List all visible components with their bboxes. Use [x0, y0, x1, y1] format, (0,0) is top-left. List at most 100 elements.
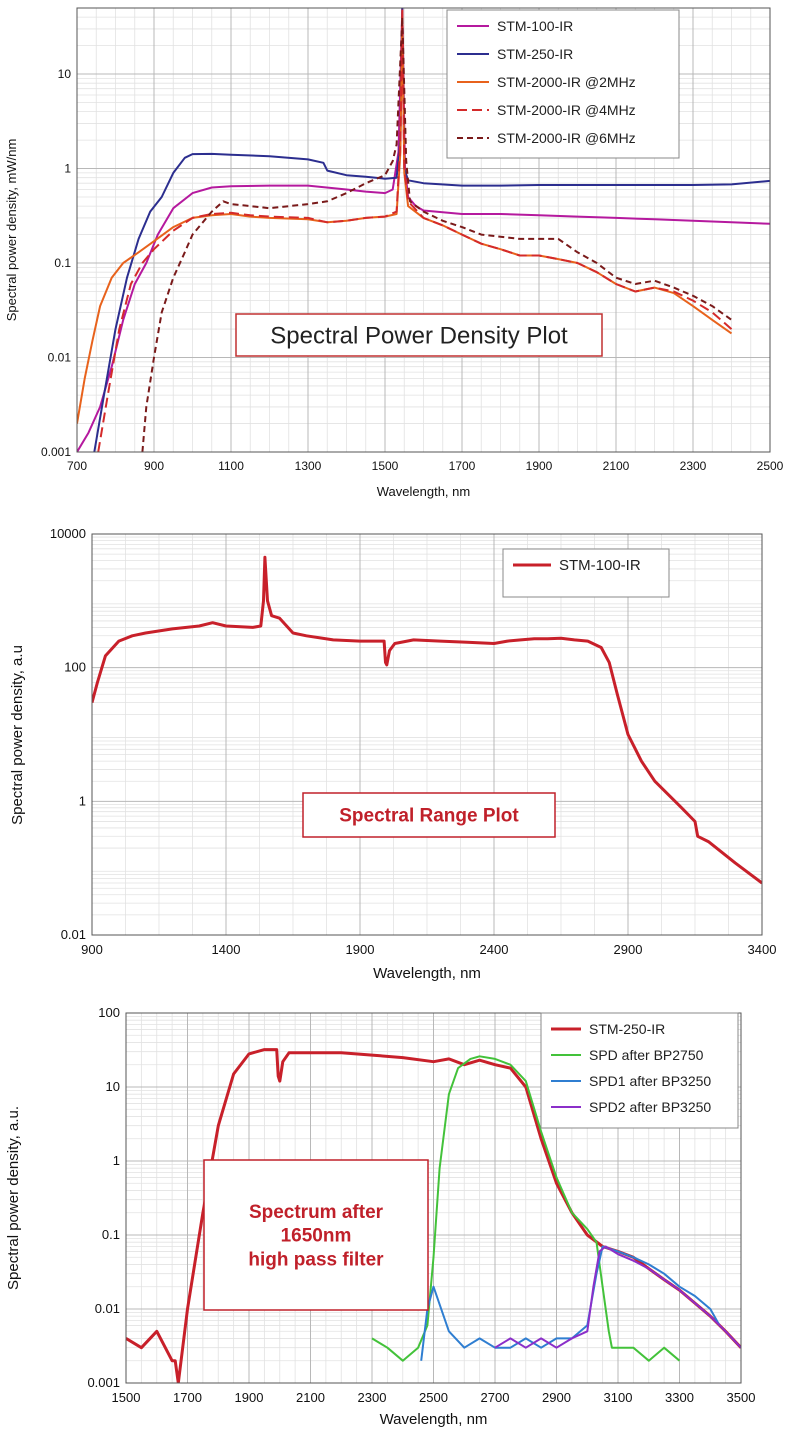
x-tick-label: 900 — [144, 459, 164, 473]
x-tick-label: 3100 — [604, 1390, 633, 1405]
x-tick-label: 3300 — [665, 1390, 694, 1405]
x-tick-label: 1700 — [449, 459, 476, 473]
series-group — [126, 1048, 741, 1383]
annotation-box — [203, 1159, 429, 1311]
y-tick-label: 1 — [64, 162, 71, 176]
x-tick-label: 2100 — [603, 459, 630, 473]
legend-entry-label: SPD2 after BP3250 — [589, 1099, 711, 1115]
x-axis-label: Wavelength, nm — [377, 484, 470, 499]
annotation-box — [302, 792, 556, 838]
plot-frame — [91, 533, 763, 936]
legend-entry-label: SPD after BP2750 — [589, 1047, 704, 1063]
x-tick-label: 1500 — [372, 459, 399, 473]
x-tick-label: 3400 — [748, 942, 777, 957]
y-tick-label: 0.1 — [54, 256, 71, 270]
x-tick-label: 2500 — [757, 459, 784, 473]
x-tick-label: 2100 — [296, 1390, 325, 1405]
x-tick-label: 2900 — [542, 1390, 571, 1405]
annotation-line: Spectral Power Density Plot — [270, 322, 568, 349]
y-tick-labels: 0.001 0.01 0.1 1 10 — [41, 67, 71, 459]
series-line-2 — [93, 8, 770, 452]
y-tick-label: 0.01 — [95, 1301, 120, 1316]
x-tick-label: 1400 — [212, 942, 241, 957]
y-tick-label: 1 — [113, 1153, 120, 1168]
y-tick-label: 0.001 — [41, 445, 71, 459]
x-tick-label: 2300 — [358, 1390, 387, 1405]
legend-box — [502, 548, 670, 598]
annotation-line: Spectrum after — [249, 1202, 384, 1223]
y-tick-label: 10 — [58, 67, 72, 81]
y-tick-label: 0.001 — [87, 1375, 120, 1390]
x-tick-label: 1900 — [346, 942, 375, 957]
x-tick-label: 1500 — [112, 1390, 141, 1405]
legend-entry-label: STM-2000-IR @6MHz — [497, 130, 636, 146]
y-axis-label: Spectral power density, a.u — [9, 645, 26, 825]
x-tick-label: 2900 — [614, 942, 643, 957]
x-tick-label: 1900 — [235, 1390, 264, 1405]
legend-entry-label: STM-2000-IR @4MHz — [497, 102, 636, 118]
legend-entry-label: STM-2000-IR @2MHz — [497, 74, 636, 90]
spectral-power-density-chart: 0.001 0.01 0.1 1 10 700 900 1100 1300 1500 1700 190… — [4, 7, 784, 499]
x-tick-label: 1700 — [173, 1390, 202, 1405]
annotation-box — [235, 313, 603, 357]
x-tick-label: 2500 — [419, 1390, 448, 1405]
annotation-text: Spectrum after 1650nm high pass filter — [248, 1202, 384, 1271]
x-tick-label: 1100 — [218, 459, 244, 473]
legend-entry-label: STM-250-IR — [589, 1021, 665, 1037]
x-tick-labels: 900 1400 1900 2400 2900 3400 — [81, 942, 776, 957]
series-line-1 — [77, 8, 770, 452]
plot-annotation: Spectrum after 1650nm high pass filter — [203, 1159, 429, 1311]
x-tick-label: 2300 — [680, 459, 707, 473]
x-tick-label: 1900 — [526, 459, 553, 473]
legend: STM-250-IR SPD after BP2750 SPD1 after BP3… — [540, 1012, 739, 1129]
plot-frame — [76, 7, 771, 453]
x-tick-label: 700 — [67, 459, 87, 473]
y-tick-label: 0.01 — [48, 351, 72, 365]
series-group — [92, 555, 762, 885]
legend-entry-label: SPD1 after BP3250 — [589, 1073, 711, 1089]
spectrum-high-pass-chart: 0.001 0.01 0.1 1 10 100 1500 1700 1900 2100 2300 25… — [5, 1005, 755, 1428]
x-tick-label: 2700 — [481, 1390, 510, 1405]
spectral-range-chart: 0.01 1 100 10000 900 1400 1900 2400 2900 3400 Wave… — [9, 526, 776, 982]
annotation-text: Spectral Range Plot — [339, 806, 519, 827]
series-line-4 — [494, 1245, 741, 1349]
x-axis-label: Wavelength, nm — [373, 965, 481, 982]
plot-annotation: Spectral Power Density Plot — [235, 313, 603, 357]
legend: STM-100-IR — [502, 548, 670, 598]
series-line-4 — [97, 8, 733, 452]
x-tick-label: 3500 — [727, 1390, 756, 1405]
legend-box — [446, 9, 680, 159]
y-tick-labels: 0.001 0.01 0.1 1 10 100 — [87, 1005, 120, 1390]
series-group — [77, 8, 770, 452]
x-tick-labels: 1500 1700 1900 2100 2300 2500 2700 2900 3100 3300… — [112, 1390, 756, 1405]
annotation-text: Spectral Power Density Plot — [270, 322, 568, 349]
y-tick-label: 100 — [98, 1005, 120, 1020]
y-tick-label: 0.1 — [102, 1227, 120, 1242]
y-tick-label: 1 — [79, 793, 86, 808]
y-tick-label: 10000 — [50, 526, 86, 541]
y-tick-label: 100 — [64, 660, 86, 675]
legend: STM-100-IR STM-250-IR STM-2000-IR @2MHz STM… — [446, 9, 680, 159]
legend-entry-label: STM-100-IR — [497, 18, 573, 34]
series-line-5 — [141, 16, 733, 452]
x-tick-label: 900 — [81, 942, 103, 957]
series-line-1 — [92, 555, 762, 885]
y-tick-labels: 0.01 1 100 10000 — [50, 526, 86, 942]
y-tick-label: 10 — [106, 1079, 120, 1094]
annotation-line: 1650nm — [281, 1226, 352, 1247]
legend-entry-label: STM-100-IR — [559, 557, 641, 574]
y-axis-label: Spectral power density, a.u. — [5, 1106, 22, 1290]
annotation-line: Spectral Range Plot — [339, 806, 519, 827]
x-tick-labels: 700 900 1100 1300 1500 1700 1900 2100 2300 2500 — [67, 459, 784, 473]
x-tick-label: 2400 — [480, 942, 509, 957]
x-tick-label: 1300 — [295, 459, 322, 473]
y-axis-label: Spectral power density, mW/nm — [4, 139, 19, 322]
y-tick-label: 0.01 — [61, 927, 86, 942]
annotation-line: high pass filter — [248, 1249, 384, 1270]
x-axis-label: Wavelength, nm — [380, 1411, 488, 1428]
legend-entry-label: STM-250-IR — [497, 46, 573, 62]
plot-frame — [125, 1012, 742, 1384]
legend-box — [540, 1012, 739, 1129]
